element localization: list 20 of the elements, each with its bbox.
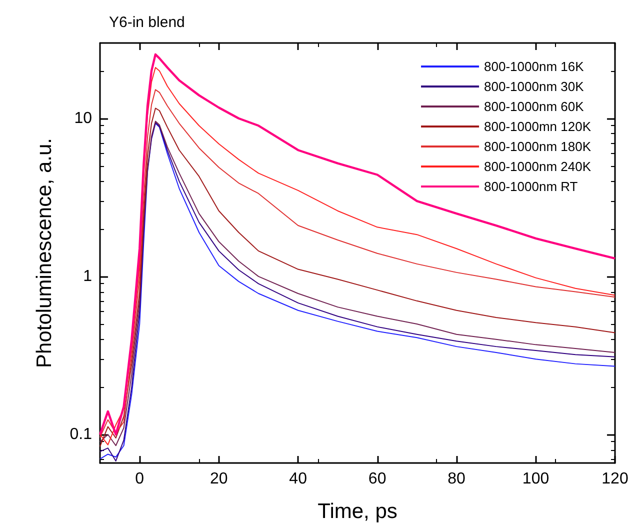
x-tick-label: 20 [210, 470, 228, 488]
x-tick-label: 0 [135, 470, 144, 488]
legend-label: 800-1000nm 240K [484, 159, 592, 174]
x-tick-label: 120 [602, 470, 628, 488]
y-axis-title: Photoluminescence, a.u. [33, 138, 56, 368]
y-tick-label: 0.1 [70, 426, 92, 443]
legend-label: 800-1000nm RT [484, 179, 578, 194]
legend-label: 800-1000nm 60K [484, 99, 584, 114]
legend-label: 800-1000nm 30K [484, 79, 584, 94]
x-tick-label: 80 [448, 470, 466, 488]
x-tick-label: 40 [289, 470, 308, 488]
x-tick-label: 100 [522, 470, 550, 488]
chart-title: Y6-in blend [109, 14, 185, 31]
x-axis-title: Time, ps [318, 500, 398, 523]
legend-label: 800-1000mn 120K [484, 119, 592, 134]
y-tick-label: 10 [74, 110, 92, 127]
y-tick-label: 1 [83, 268, 92, 285]
legend-label: 800-1000nm 16K [484, 59, 584, 74]
x-tick-label: 60 [368, 470, 386, 488]
legend-label: 800-1000nm 180K [484, 139, 592, 154]
